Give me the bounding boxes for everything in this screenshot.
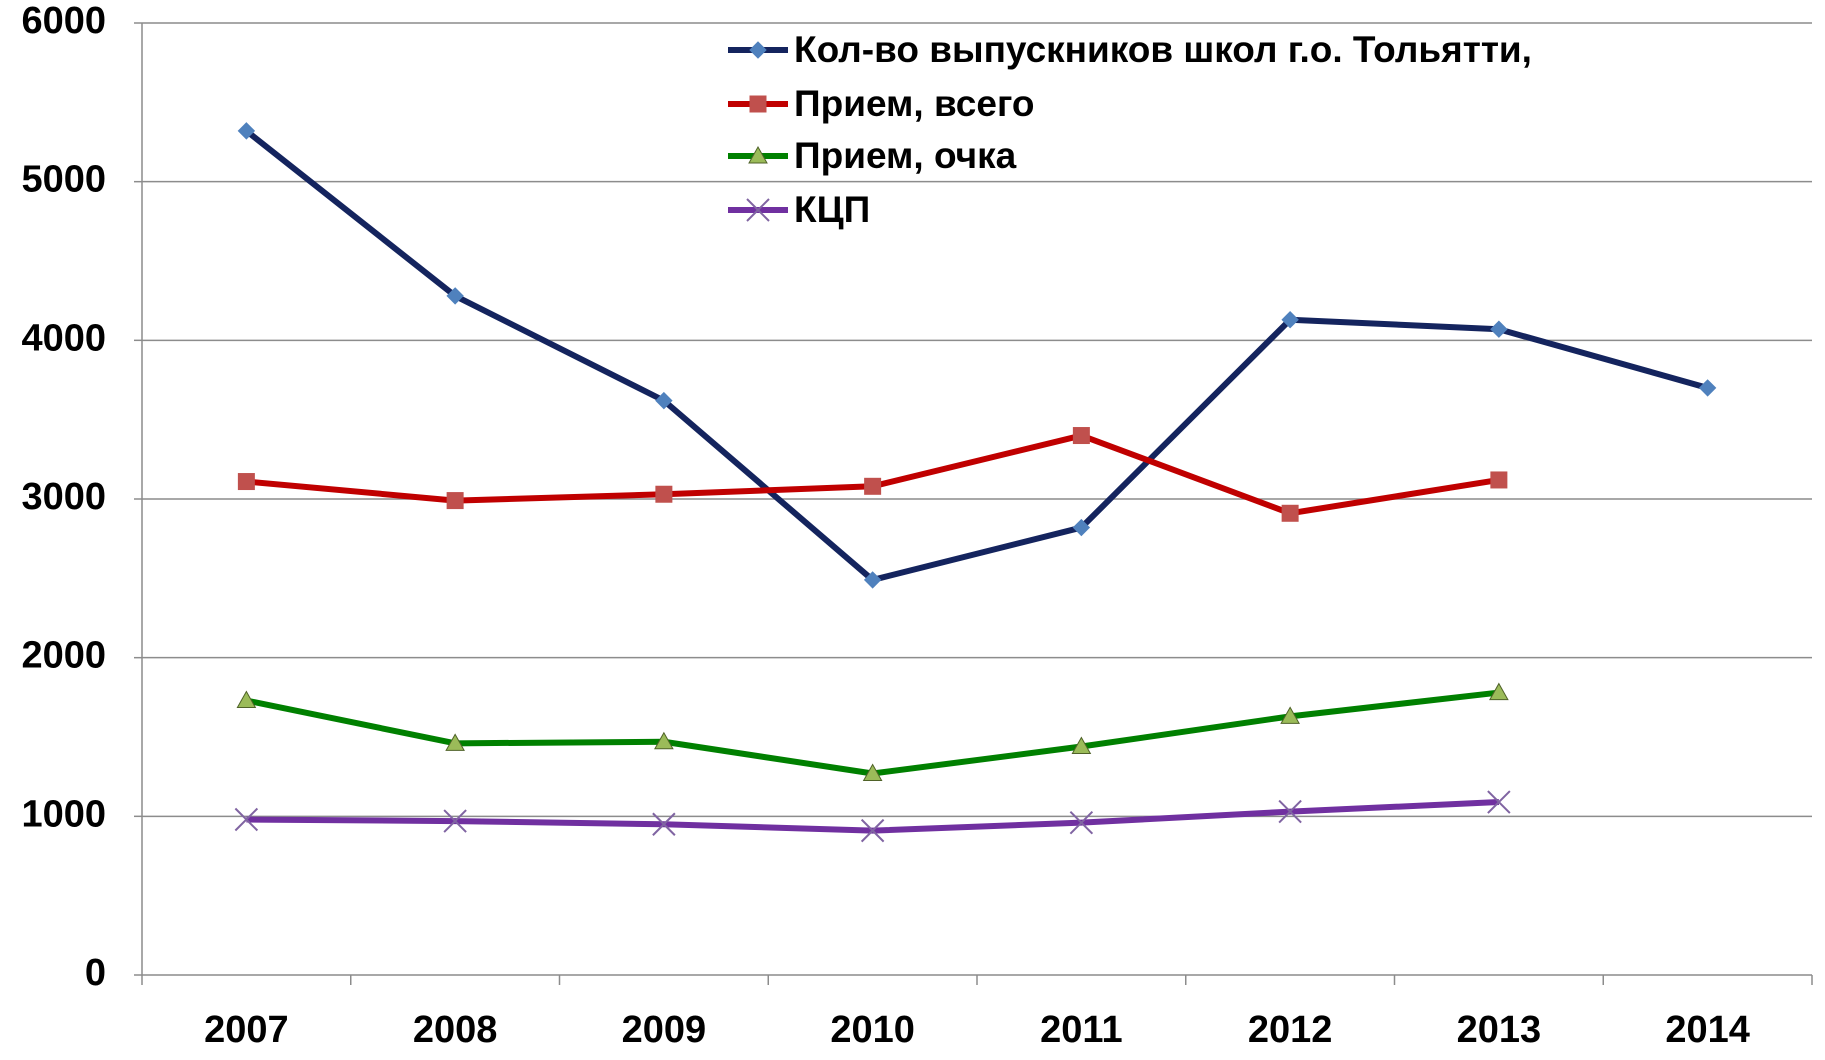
legend-label: Кол-во выпускников школ г.о. Тольятти, bbox=[794, 29, 1532, 70]
y-tick-label: 2000 bbox=[21, 635, 106, 677]
marker bbox=[654, 731, 674, 750]
marker bbox=[860, 818, 885, 843]
marker bbox=[237, 473, 255, 491]
marker bbox=[749, 95, 767, 113]
series-line bbox=[246, 432, 1500, 517]
marker bbox=[748, 145, 768, 164]
marker bbox=[652, 812, 676, 836]
legend-label: Прием, очка bbox=[794, 135, 1017, 176]
y-tick-label: 1000 bbox=[21, 793, 106, 835]
marker bbox=[1490, 471, 1508, 489]
marker bbox=[862, 763, 883, 781]
marker bbox=[1490, 320, 1508, 338]
marker bbox=[1072, 518, 1091, 537]
marker bbox=[446, 287, 464, 305]
y-tick-label: 5000 bbox=[21, 159, 106, 201]
x-tick-label: 2012 bbox=[1248, 1009, 1333, 1051]
marker bbox=[1489, 682, 1509, 701]
marker bbox=[655, 391, 673, 410]
marker bbox=[746, 198, 770, 222]
legend-label: Прием, всего bbox=[794, 83, 1034, 124]
marker bbox=[1278, 799, 1302, 824]
x-tick-label: 2011 bbox=[1040, 1009, 1122, 1051]
y-tick-label: 4000 bbox=[21, 317, 106, 359]
marker bbox=[445, 733, 465, 751]
x-tick-label: 2007 bbox=[204, 1009, 289, 1051]
marker bbox=[1071, 736, 1092, 755]
marker bbox=[864, 477, 882, 495]
marker bbox=[234, 807, 259, 832]
marker bbox=[1281, 310, 1299, 329]
marker bbox=[863, 571, 882, 589]
marker bbox=[236, 690, 257, 709]
marker bbox=[1280, 706, 1300, 724]
y-tick-label: 0 bbox=[85, 952, 106, 994]
series-line bbox=[244, 128, 1709, 583]
y-tick-label: 3000 bbox=[21, 476, 106, 518]
x-tick-label: 2014 bbox=[1665, 1009, 1750, 1051]
x-tick-label: 2010 bbox=[830, 1009, 915, 1051]
x-tick-label: 2009 bbox=[622, 1009, 707, 1051]
marker bbox=[237, 122, 256, 140]
series-line bbox=[245, 689, 1500, 777]
marker bbox=[1281, 504, 1299, 522]
marker bbox=[1698, 379, 1717, 397]
marker bbox=[749, 41, 767, 59]
marker bbox=[655, 485, 673, 503]
marker bbox=[446, 492, 464, 510]
marker bbox=[1069, 810, 1094, 835]
x-tick-label: 2008 bbox=[413, 1009, 498, 1051]
legend-label: КЦП bbox=[794, 189, 870, 230]
marker bbox=[443, 809, 467, 833]
x-tick-label: 2013 bbox=[1457, 1009, 1542, 1051]
y-tick-label: 6000 bbox=[21, 0, 106, 42]
marker bbox=[1487, 790, 1511, 814]
marker bbox=[1072, 427, 1090, 445]
